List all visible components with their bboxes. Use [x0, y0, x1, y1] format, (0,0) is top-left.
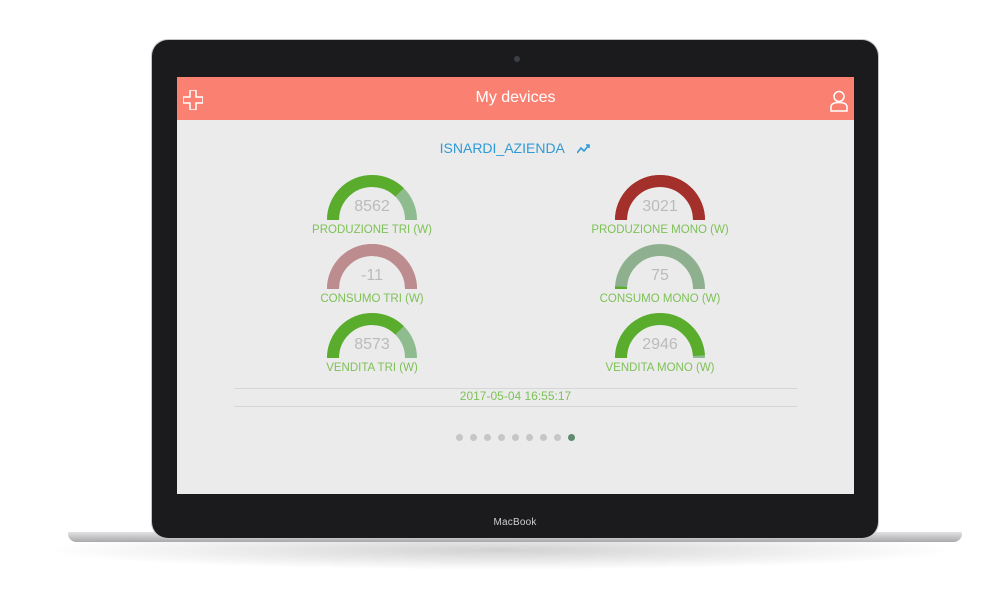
gauge-arc — [615, 175, 705, 221]
pagination-dot[interactable] — [540, 434, 547, 441]
trend-line-icon[interactable] — [577, 143, 591, 154]
pagination-dot[interactable] — [526, 434, 533, 441]
gauge-produzione-mono: 3021 PRODUZIONE MONO (W) — [560, 174, 760, 238]
gauge-vendita-mono: 2946 VENDITA MONO (W) — [560, 312, 760, 376]
pagination-dot[interactable] — [512, 434, 519, 441]
gauge-arc — [327, 313, 417, 359]
pagination-dot[interactable] — [470, 434, 477, 441]
laptop-brand: MacBook — [493, 517, 537, 528]
device-header: ISNARDI_AZIENDA — [177, 140, 854, 158]
pagination-dot[interactable] — [568, 434, 575, 441]
gauge-value: 8562 — [354, 198, 390, 215]
gauge-value: 3021 — [642, 198, 678, 215]
user-icon[interactable] — [830, 90, 848, 112]
gauge-arc — [615, 244, 705, 290]
gauge-consumo-mono: 75 CONSUMO MONO (W) — [560, 243, 760, 307]
gauge-produzione-tri: 8562 PRODUZIONE TRI (W) — [272, 174, 472, 238]
top-bar: My devices — [177, 77, 854, 120]
camera-icon — [514, 56, 520, 62]
gauge-label: VENDITA TRI (W) — [326, 362, 418, 374]
gauge-label: CONSUMO TRI (W) — [320, 293, 424, 305]
last-update-timestamp: 2017-05-04 16:55:17 — [459, 389, 572, 403]
gauge-value: 2946 — [642, 336, 678, 353]
pagination-dots — [177, 428, 854, 446]
page-title: My devices — [475, 89, 556, 106]
gauge-consumo-tri: -11 CONSUMO TRI (W) — [272, 243, 472, 307]
divider-top — [234, 388, 797, 389]
pagination-dot[interactable] — [498, 434, 505, 441]
pagination-dot[interactable] — [484, 434, 491, 441]
gauge-label: CONSUMO MONO (W) — [599, 293, 721, 305]
plus-icon[interactable] — [183, 90, 203, 110]
pagination-dot[interactable] — [554, 434, 561, 441]
gauge-arc — [615, 313, 705, 359]
gauge-value: -11 — [361, 267, 383, 284]
gauge-arc — [327, 244, 417, 290]
gauge-label: PRODUZIONE MONO (W) — [591, 224, 729, 236]
gauge-vendita-tri: 8573 VENDITA TRI (W) — [272, 312, 472, 376]
pagination-dot[interactable] — [456, 434, 463, 441]
gauge-value: 8573 — [354, 336, 390, 353]
gauge-label: PRODUZIONE TRI (W) — [312, 224, 432, 236]
divider-bottom — [234, 406, 797, 407]
gauge-value: 75 — [651, 267, 669, 284]
gauge-arc — [327, 175, 417, 221]
device-name[interactable]: ISNARDI_AZIENDA — [439, 140, 565, 156]
gauge-label: VENDITA MONO (W) — [605, 362, 715, 374]
app-screen: My devices ISNARDI_AZIENDA 8562 PRODUZIO… — [177, 77, 854, 494]
